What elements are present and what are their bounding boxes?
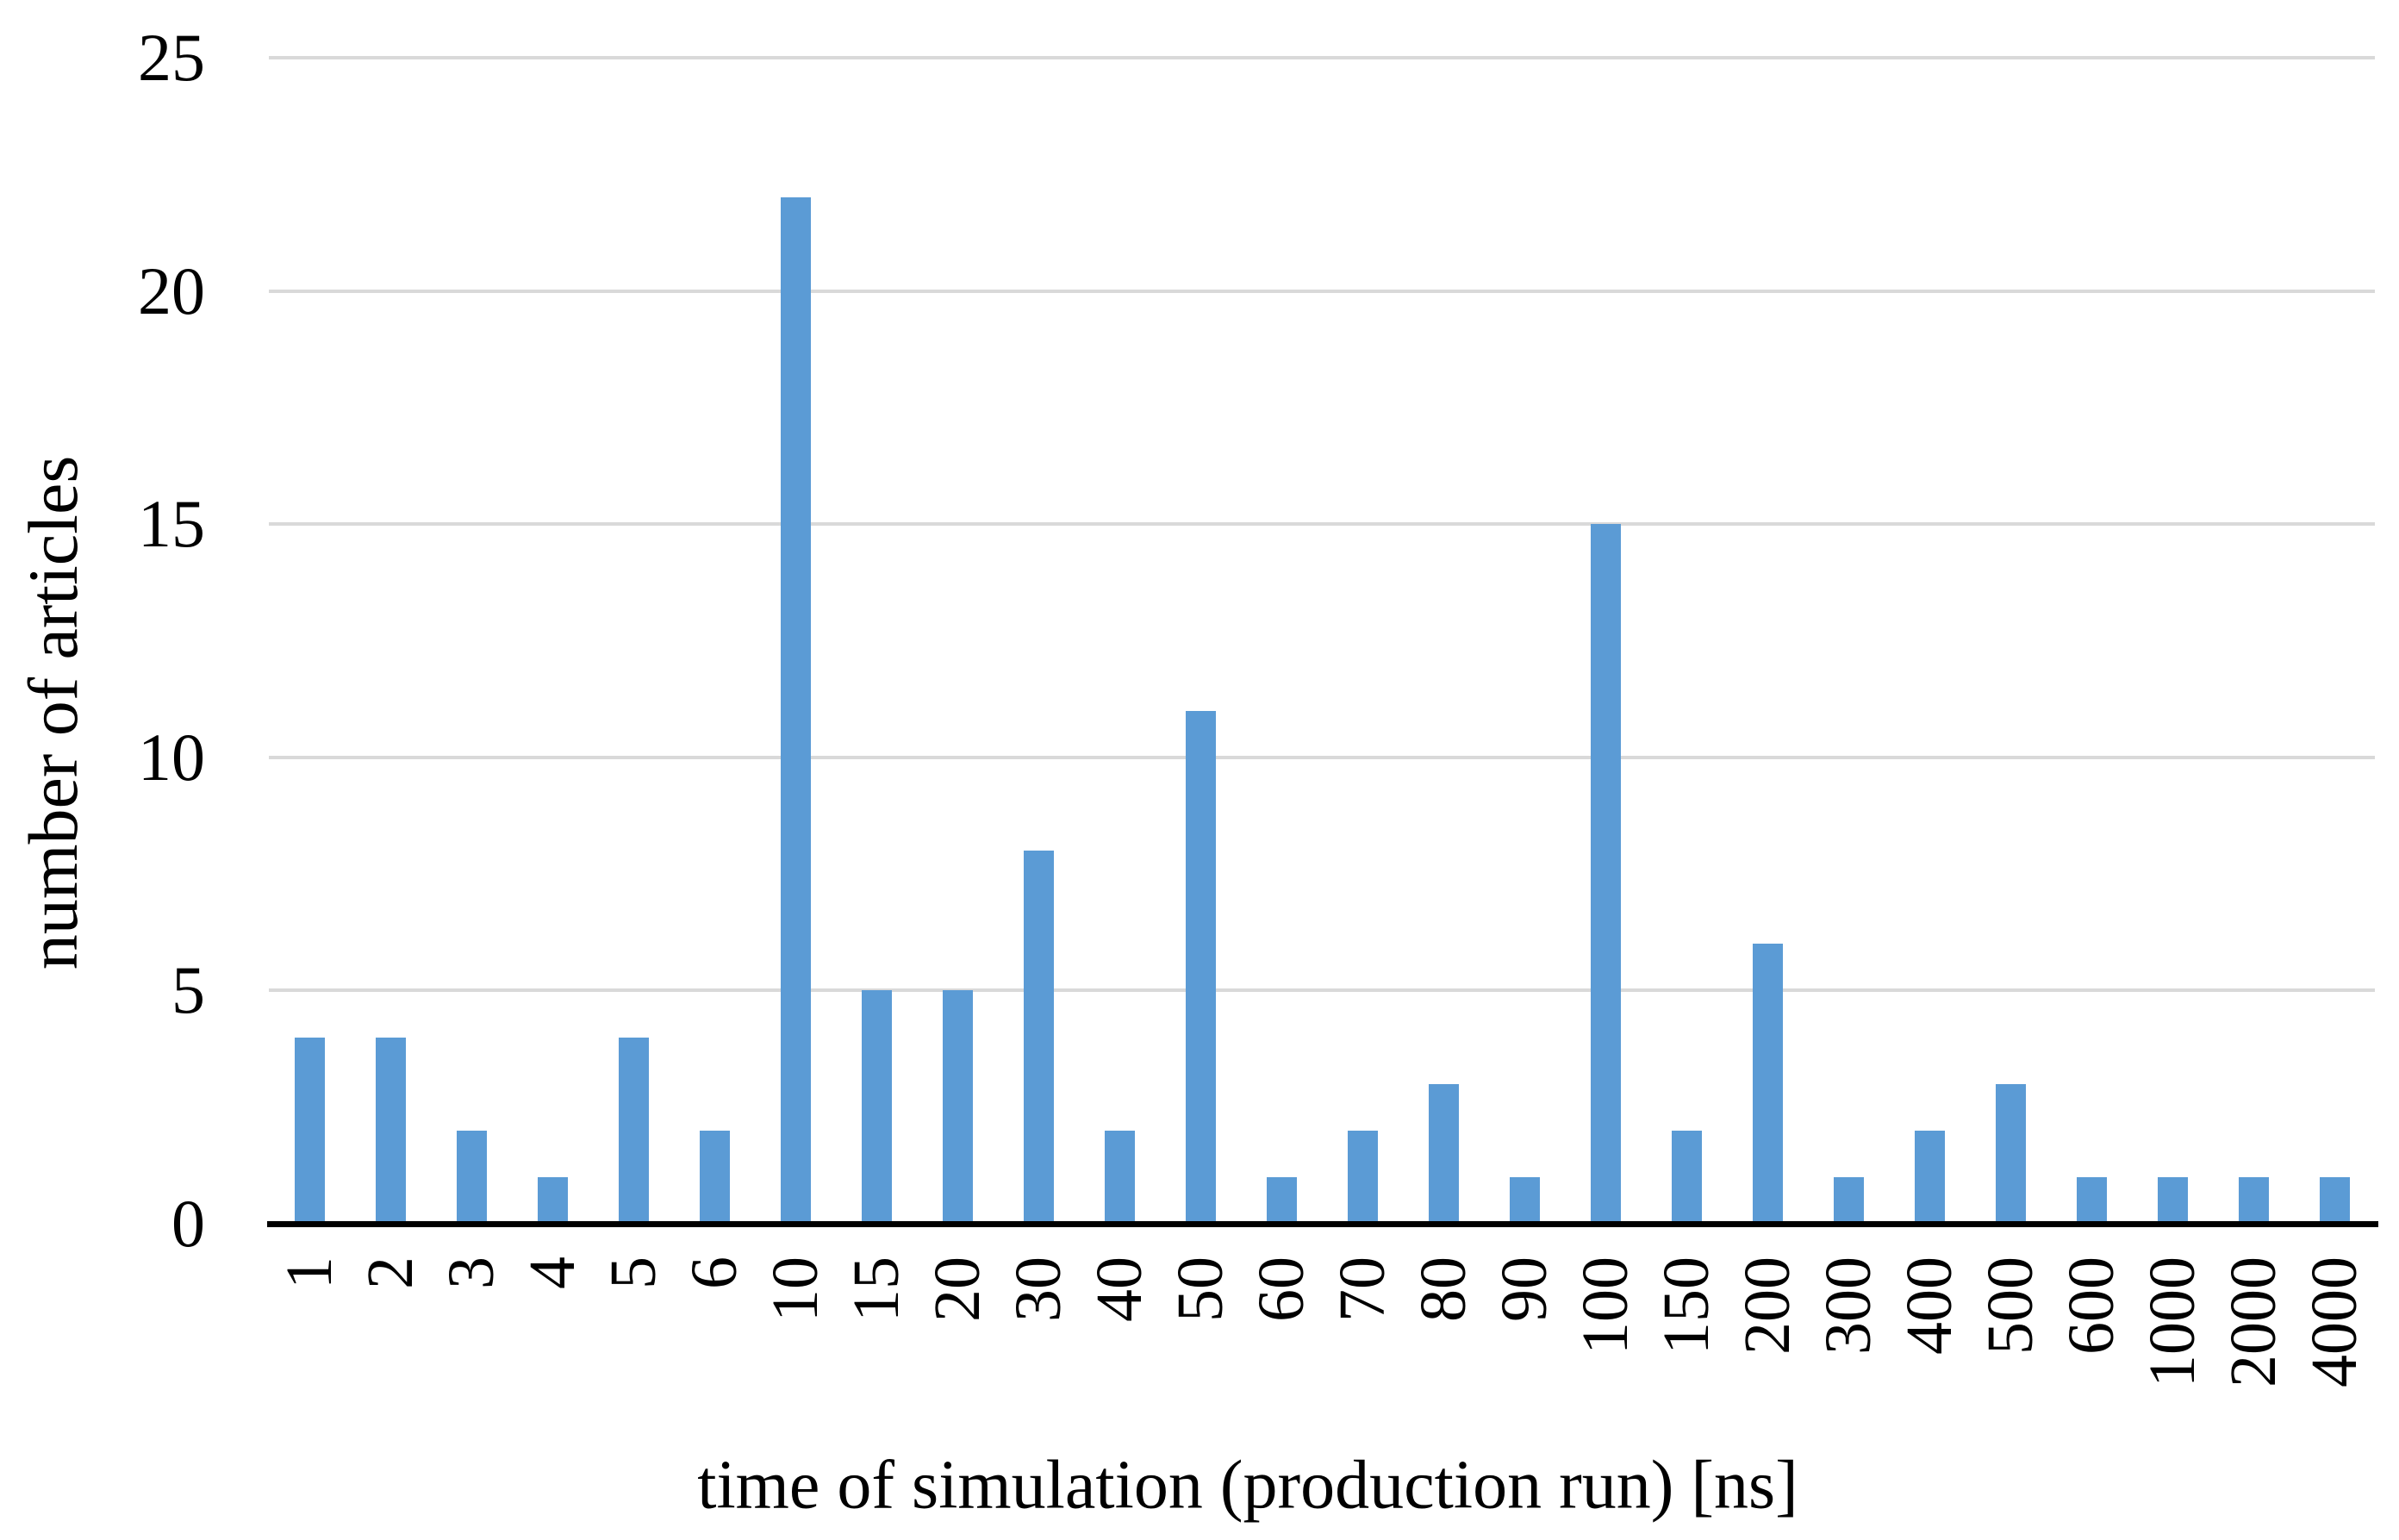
bar-400 (1914, 1130, 1945, 1224)
bar-500 (1995, 1083, 2026, 1224)
bar-3 (456, 1130, 487, 1224)
x-tick-label-1: 1 (273, 1256, 346, 1289)
bar-1000 (2157, 1176, 2188, 1224)
x-axis-title: time of simulation (production run) [ns] (697, 1447, 1798, 1524)
x-tick-label-90: 90 (1488, 1256, 1561, 1322)
bar-4000 (2319, 1176, 2350, 1224)
gridline-y-5 (269, 988, 2375, 993)
y-tick-label-0: 0 (171, 1186, 205, 1261)
bar-30 (1023, 851, 1054, 1224)
y-tick-label-10: 10 (138, 719, 205, 795)
x-tick-label-60: 60 (1245, 1256, 1318, 1322)
bar-6 (699, 1130, 730, 1224)
x-axis-line (267, 1221, 2378, 1227)
gridline-y-10 (269, 755, 2375, 759)
x-tick-label-4: 4 (516, 1256, 589, 1289)
y-tick-label-15: 15 (138, 486, 205, 562)
bar-90 (1509, 1176, 1540, 1224)
x-tick-label-3: 3 (435, 1256, 508, 1289)
x-tick-label-50: 50 (1164, 1256, 1237, 1322)
bar-60 (1266, 1176, 1297, 1224)
bar-4 (537, 1176, 568, 1224)
x-tick-label-200: 200 (1731, 1256, 1804, 1355)
x-tick-label-40: 40 (1083, 1256, 1156, 1322)
x-tick-label-1000: 1000 (2136, 1256, 2209, 1387)
y-tick-label-25: 25 (138, 20, 205, 95)
x-tick-label-4000: 4000 (2298, 1256, 2371, 1387)
bar-200 (1752, 944, 1783, 1224)
x-tick-label-2000: 2000 (2217, 1256, 2290, 1387)
y-tick-label-5: 5 (171, 952, 205, 1028)
bar-2 (375, 1037, 406, 1224)
x-tick-label-6: 6 (678, 1256, 751, 1289)
bar-5 (618, 1037, 649, 1224)
bar-70 (1347, 1130, 1378, 1224)
x-tick-label-30: 30 (1002, 1256, 1075, 1322)
y-tick-label-20: 20 (138, 253, 205, 328)
plot-area (269, 56, 2375, 1224)
bar-600 (2076, 1176, 2107, 1224)
x-tick-label-10: 10 (759, 1256, 832, 1322)
bar-80 (1428, 1083, 1459, 1224)
bar-2000 (2238, 1176, 2269, 1224)
x-tick-label-15: 15 (840, 1256, 913, 1322)
x-tick-label-100: 100 (1569, 1256, 1642, 1355)
x-tick-label-300: 300 (1812, 1256, 1885, 1355)
x-tick-label-80: 80 (1407, 1256, 1480, 1322)
bar-10 (780, 197, 811, 1224)
gridline-y-25 (269, 56, 2375, 59)
x-tick-label-500: 500 (1974, 1256, 2047, 1355)
bar-15 (861, 990, 892, 1224)
bar-20 (942, 990, 973, 1224)
bar-50 (1185, 710, 1216, 1224)
bar-300 (1833, 1176, 1864, 1224)
x-tick-label-70: 70 (1326, 1256, 1399, 1322)
x-tick-label-400: 400 (1893, 1256, 1966, 1355)
bar-1 (294, 1037, 325, 1224)
x-tick-label-20: 20 (921, 1256, 994, 1322)
x-tick-label-600: 600 (2055, 1256, 2128, 1355)
x-tick-label-2: 2 (354, 1256, 427, 1289)
bar-100 (1590, 524, 1621, 1224)
gridline-y-20 (269, 289, 2375, 293)
x-tick-label-150: 150 (1650, 1256, 1723, 1355)
gridline-y-15 (269, 522, 2375, 527)
bar-40 (1104, 1130, 1135, 1224)
x-tick-label-5: 5 (597, 1256, 670, 1289)
bar-150 (1671, 1130, 1702, 1224)
